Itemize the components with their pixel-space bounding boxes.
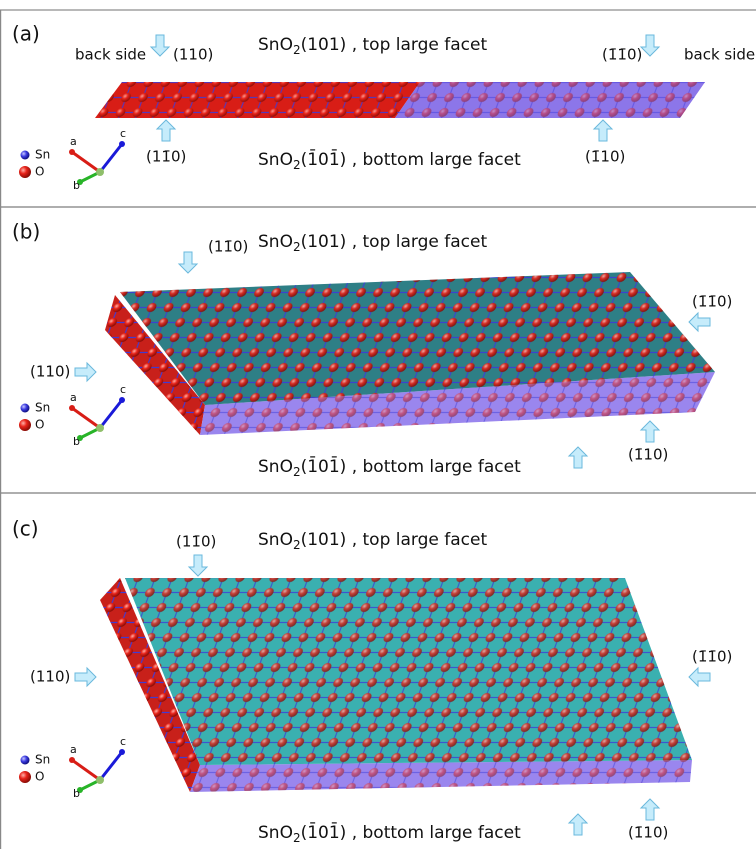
facet-arrow	[641, 421, 659, 442]
facet-annotation: (1̄10)	[628, 824, 668, 842]
facet-annotation: (1̄10)	[628, 446, 668, 464]
facet-annotation: (1̄10)	[585, 148, 625, 166]
legend-label: Sn	[35, 148, 50, 162]
axis-label: c	[120, 127, 126, 140]
axis-label: a	[70, 743, 77, 756]
axis-label: b	[73, 435, 80, 448]
axis-origin	[96, 776, 104, 784]
legend-sn	[21, 151, 30, 160]
axis-tip	[69, 757, 75, 763]
facet-annotation: (110)	[30, 668, 70, 686]
facet-title: SnO2(101) , top large facet	[258, 530, 487, 552]
axis-tip	[119, 749, 125, 755]
formula: SnO	[258, 823, 293, 843]
axis-label: a	[70, 135, 77, 148]
facet-arrow	[569, 447, 587, 468]
legend-o	[19, 166, 31, 178]
facet-arrow	[157, 120, 175, 141]
facet-arrow	[689, 313, 710, 331]
axis-arrow	[100, 144, 122, 172]
facet-annotation: back side	[75, 46, 146, 64]
facet-index: (101) , top large facet	[301, 530, 488, 550]
panel-label: (a)	[12, 22, 40, 46]
facet-index: (1̄01̄) , bottom large facet	[301, 821, 522, 843]
axis-label: a	[70, 391, 77, 404]
legend-label: O	[35, 165, 44, 179]
facet-annotation: (11̄0)	[146, 148, 186, 166]
axis-tip	[119, 397, 125, 403]
subscript: 2	[293, 465, 301, 479]
legend-o	[19, 771, 31, 783]
facet-annotation: (1̄1̄0)	[692, 648, 732, 666]
legend-sn	[21, 756, 30, 765]
axis-arrow	[72, 408, 100, 428]
facet-arrow	[594, 120, 612, 141]
formula: SnO	[258, 457, 293, 477]
axis-label: b	[73, 787, 80, 800]
subscript: 2	[293, 158, 301, 172]
facet-arrow	[75, 363, 96, 381]
facet-index: (101) , top large facet	[301, 35, 488, 55]
slab-b	[105, 272, 715, 435]
axis-arrow	[72, 760, 100, 780]
facet-annotation: (1̄1̄0)	[602, 46, 642, 64]
facet-title: SnO2(1̄01̄) , bottom large facet	[258, 148, 521, 172]
facet-index: (101) , top large facet	[301, 232, 488, 252]
facet-title: SnO2(101) , top large facet	[258, 232, 487, 254]
axis-arrow	[100, 400, 122, 428]
facet-annotation: (11̄0)	[176, 533, 216, 551]
legend-label: O	[35, 770, 44, 784]
legend-label: Sn	[35, 753, 50, 767]
facet-title: SnO2(101) , top large facet	[258, 35, 487, 57]
facet-arrow	[151, 35, 169, 56]
axis-arrow	[72, 152, 100, 172]
facet-annotation: (110)	[173, 46, 213, 64]
axis-label: c	[120, 735, 126, 748]
facet-title: SnO2(1̄01̄) , bottom large facet	[258, 455, 521, 479]
subscript: 2	[293, 538, 301, 552]
facet-arrow	[641, 35, 659, 56]
facet-arrow	[689, 668, 710, 686]
formula: SnO	[258, 150, 293, 170]
axis-tip	[119, 141, 125, 147]
formula: SnO	[258, 35, 293, 55]
legend-label: Sn	[35, 401, 50, 415]
axis-origin	[96, 168, 104, 176]
facet-annotation: (110)	[30, 363, 70, 381]
facet-arrow	[179, 252, 197, 273]
axis-label: b	[73, 179, 80, 192]
formula: SnO	[258, 232, 293, 252]
facet-arrow	[75, 668, 96, 686]
subscript: 2	[293, 240, 301, 254]
axis-label: c	[120, 383, 126, 396]
facet-index: (1̄01̄) , bottom large facet	[301, 455, 522, 477]
axis-arrow	[100, 752, 122, 780]
facet-arrow	[189, 555, 207, 576]
slab-a	[95, 82, 705, 118]
facet-annotation: (11̄0)	[208, 238, 248, 256]
panel-label: (b)	[12, 220, 40, 244]
legend-sn	[21, 404, 30, 413]
facet-arrow	[569, 814, 587, 835]
figure: (a)SnO2(101) , top large facetSnO2(1̄01̄…	[0, 0, 756, 849]
panel-label: (c)	[12, 517, 39, 541]
facet-annotation: back side	[684, 46, 755, 64]
formula: SnO	[258, 530, 293, 550]
subscript: 2	[293, 43, 301, 57]
slab-c	[100, 578, 692, 792]
axis-origin	[96, 424, 104, 432]
legend-label: O	[35, 418, 44, 432]
facet-index: (1̄01̄) , bottom large facet	[301, 148, 522, 170]
axis-tip	[69, 149, 75, 155]
subscript: 2	[293, 831, 301, 845]
axis-tip	[69, 405, 75, 411]
legend-o	[19, 419, 31, 431]
facet-arrow	[641, 799, 659, 820]
facet-annotation: (1̄1̄0)	[692, 293, 732, 311]
facet-title: SnO2(1̄01̄) , bottom large facet	[258, 821, 521, 845]
